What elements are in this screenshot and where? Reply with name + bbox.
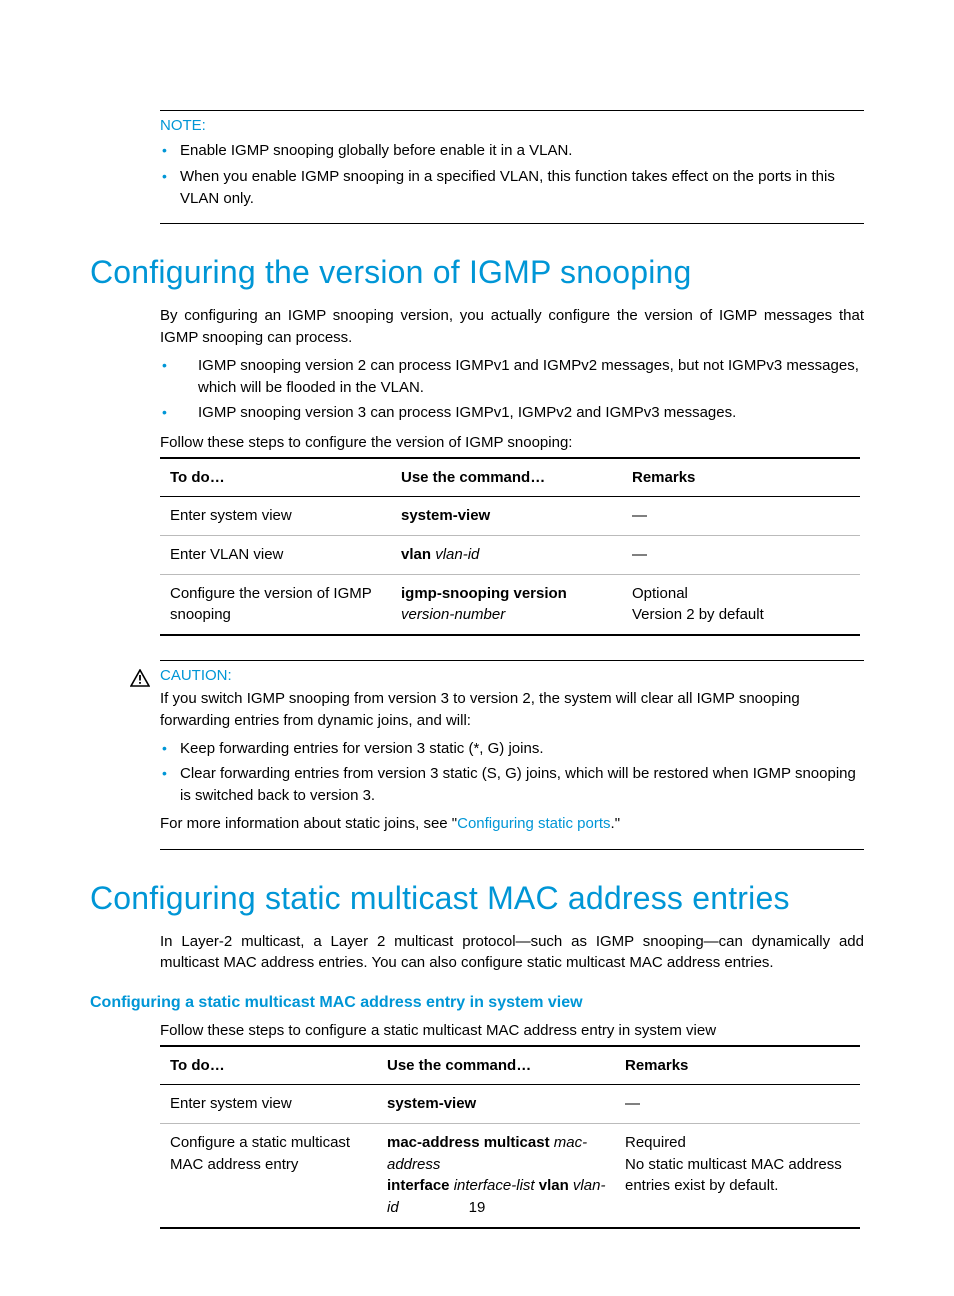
section-heading: Configuring static multicast MAC address… (90, 880, 864, 917)
table-header: To do… (160, 458, 391, 497)
table-header: To do… (160, 1046, 377, 1085)
text: For more information about static joins,… (160, 815, 457, 832)
paragraph: In Layer-2 multicast, a Layer 2 multicas… (160, 931, 864, 975)
paragraph: By configuring an IGMP snooping version,… (160, 305, 864, 349)
caution-block: CAUTION: If you switch IGMP snooping fro… (160, 660, 864, 850)
bullet-list: IGMP snooping version 2 can process IGMP… (160, 355, 864, 424)
note-item: Enable IGMP snooping globally before ena… (178, 140, 864, 162)
caution-icon (130, 669, 154, 692)
paragraph: If you switch IGMP snooping from version… (160, 688, 864, 732)
more-info: For more information about static joins,… (160, 813, 864, 835)
note-list: Enable IGMP snooping globally before ena… (160, 140, 864, 209)
section1-body: By configuring an IGMP snooping version,… (160, 305, 864, 849)
table-row: Enter VLAN viewvlan vlan-id— (160, 535, 860, 574)
note-item: When you enable IGMP snooping in a speci… (178, 166, 864, 210)
section2-body: In Layer-2 multicast, a Layer 2 multicas… (160, 931, 864, 975)
caution-item: Keep forwarding entries for version 3 st… (178, 738, 864, 760)
bullet-item: IGMP snooping version 2 can process IGMP… (196, 355, 864, 399)
section-heading: Configuring the version of IGMP snooping (90, 254, 864, 291)
page-number: 19 (0, 1199, 954, 1216)
follow-text: Follow these steps to configure a static… (160, 1022, 864, 1039)
note-block: NOTE: Enable IGMP snooping globally befo… (160, 110, 864, 224)
section2-sub-body: Follow these steps to configure a static… (160, 1022, 864, 1229)
table-cell-command: vlan vlan-id (391, 535, 622, 574)
note-label: NOTE: (160, 117, 864, 134)
table-row: Enter system viewsystem-view— (160, 497, 860, 536)
caution-list: Keep forwarding entries for version 3 st… (160, 738, 864, 807)
table-header: Remarks (622, 458, 860, 497)
table-cell-command: system-view (391, 497, 622, 536)
page: NOTE: Enable IGMP snooping globally befo… (0, 0, 954, 1296)
table-cell-remarks: — (615, 1085, 860, 1124)
table-cell-remarks: OptionalVersion 2 by default (622, 574, 860, 635)
table-cell-todo: Enter VLAN view (160, 535, 391, 574)
bullet-item: IGMP snooping version 3 can process IGMP… (196, 402, 864, 424)
table-header: Use the command… (377, 1046, 615, 1085)
text: ." (611, 815, 621, 832)
follow-text: Follow these steps to configure the vers… (160, 434, 864, 451)
command-table-1: To do… Use the command… Remarks Enter sy… (160, 457, 860, 636)
table-cell-command: igmp-snooping version version-number (391, 574, 622, 635)
table-cell-todo: Enter system view (160, 497, 391, 536)
caution-label: CAUTION: (160, 667, 864, 684)
table-cell-remarks: — (622, 497, 860, 536)
table-cell-todo: Enter system view (160, 1085, 377, 1124)
table-cell-command: system-view (377, 1085, 615, 1124)
link-static-ports[interactable]: Configuring static ports (457, 815, 610, 832)
table-row: Enter system viewsystem-view— (160, 1085, 860, 1124)
table-header: Use the command… (391, 458, 622, 497)
table-body: Enter system viewsystem-view—Enter VLAN … (160, 497, 860, 636)
caution-item: Clear forwarding entries from version 3 … (178, 763, 864, 807)
table-cell-todo: Configure the version of IGMP snooping (160, 574, 391, 635)
table-row: Configure the version of IGMP snoopingig… (160, 574, 860, 635)
table-header: Remarks (615, 1046, 860, 1085)
subsection-heading: Configuring a static multicast MAC addre… (90, 994, 864, 1012)
table-cell-remarks: — (622, 535, 860, 574)
